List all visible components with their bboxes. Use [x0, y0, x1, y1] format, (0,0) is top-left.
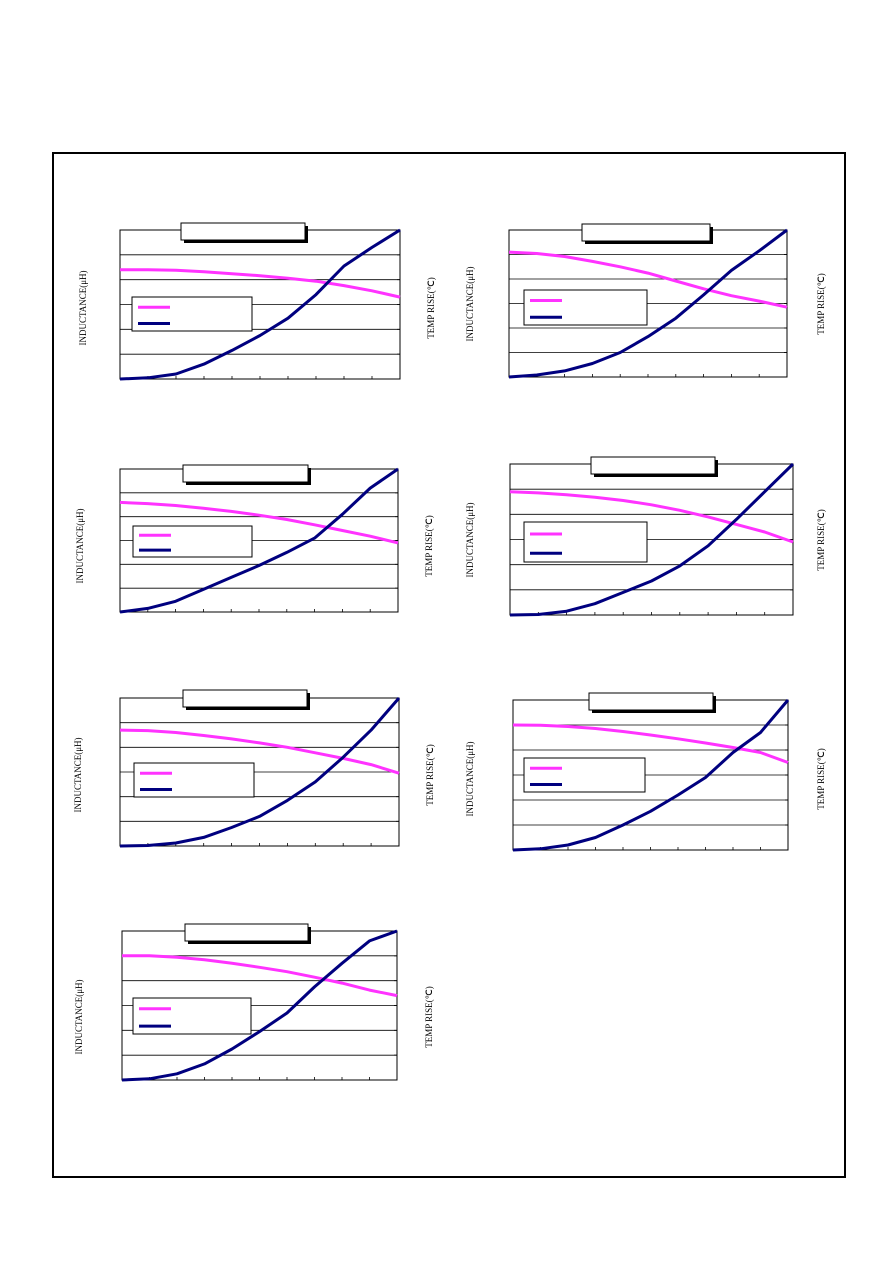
title-box	[588, 692, 714, 711]
chart-4: INDUCTANCE(μH) TEMP RISE(℃)	[465, 456, 826, 617]
right-axis-label: TEMP RISE(℃)	[425, 744, 435, 806]
temp-rise-line	[509, 462, 795, 617]
temp-rise-line	[508, 228, 788, 379]
title-box	[184, 923, 309, 942]
left-axis-label: INDUCTANCE(μH)	[74, 979, 84, 1054]
inductance-line	[508, 250, 788, 309]
legend-box	[523, 757, 646, 793]
left-axis-label: INDUCTANCE(μH)	[465, 266, 475, 341]
temp-rise-line	[119, 467, 399, 614]
right-axis-label: TEMP RISE(℃)	[816, 509, 826, 571]
left-axis-label: INDUCTANCE(μH)	[78, 270, 88, 345]
right-axis-label: TEMP RISE(℃)	[424, 986, 434, 1048]
left-axis-label: INDUCTANCE(μH)	[75, 508, 85, 583]
title-box	[182, 464, 309, 483]
right-axis-label: TEMP RISE(℃)	[424, 515, 434, 577]
inductance-line	[509, 490, 794, 544]
chart-5: INDUCTANCE(μH) TEMP RISE(℃)	[73, 689, 435, 848]
right-axis-label: TEMP RISE(℃)	[816, 748, 826, 810]
legend-box	[133, 762, 255, 798]
inductance-line	[122, 954, 398, 998]
legend-box	[131, 296, 253, 332]
chart-3: INDUCTANCE(μH) TEMP RISE(℃)	[75, 464, 434, 614]
chart-1: INDUCTANCE(μH) TEMP RISE(℃)	[78, 222, 436, 381]
chart-7: INDUCTANCE(μH) TEMP RISE(℃)	[74, 923, 434, 1082]
inductance-line	[512, 723, 789, 764]
temp-rise-line	[119, 228, 401, 381]
left-axis-label: INDUCTANCE(μH)	[465, 741, 475, 816]
right-axis-label: TEMP RISE(℃)	[816, 273, 826, 335]
title-box	[180, 222, 306, 241]
temp-rise-line	[121, 929, 398, 1082]
right-axis-label: TEMP RISE(℃)	[426, 277, 436, 339]
legend-box	[523, 289, 648, 326]
left-axis-label: INDUCTANCE(μH)	[73, 737, 83, 812]
legend-box	[132, 997, 252, 1035]
chart-2: INDUCTANCE(μH) TEMP RISE(℃)	[465, 223, 826, 379]
temp-rise-line	[119, 697, 401, 848]
chart-6: INDUCTANCE(μH) TEMP RISE(℃)	[465, 692, 826, 852]
inductance-line	[119, 500, 399, 545]
legend-box	[523, 521, 648, 563]
title-box	[581, 223, 711, 242]
title-box	[182, 689, 308, 708]
temp-rise-line	[512, 699, 790, 852]
inductance-line	[119, 728, 400, 775]
left-axis-label: INDUCTANCE(μH)	[465, 502, 475, 577]
figure-frame	[52, 152, 846, 1178]
legend-box	[132, 525, 253, 558]
title-box	[590, 456, 716, 475]
inductance-line	[120, 268, 401, 299]
